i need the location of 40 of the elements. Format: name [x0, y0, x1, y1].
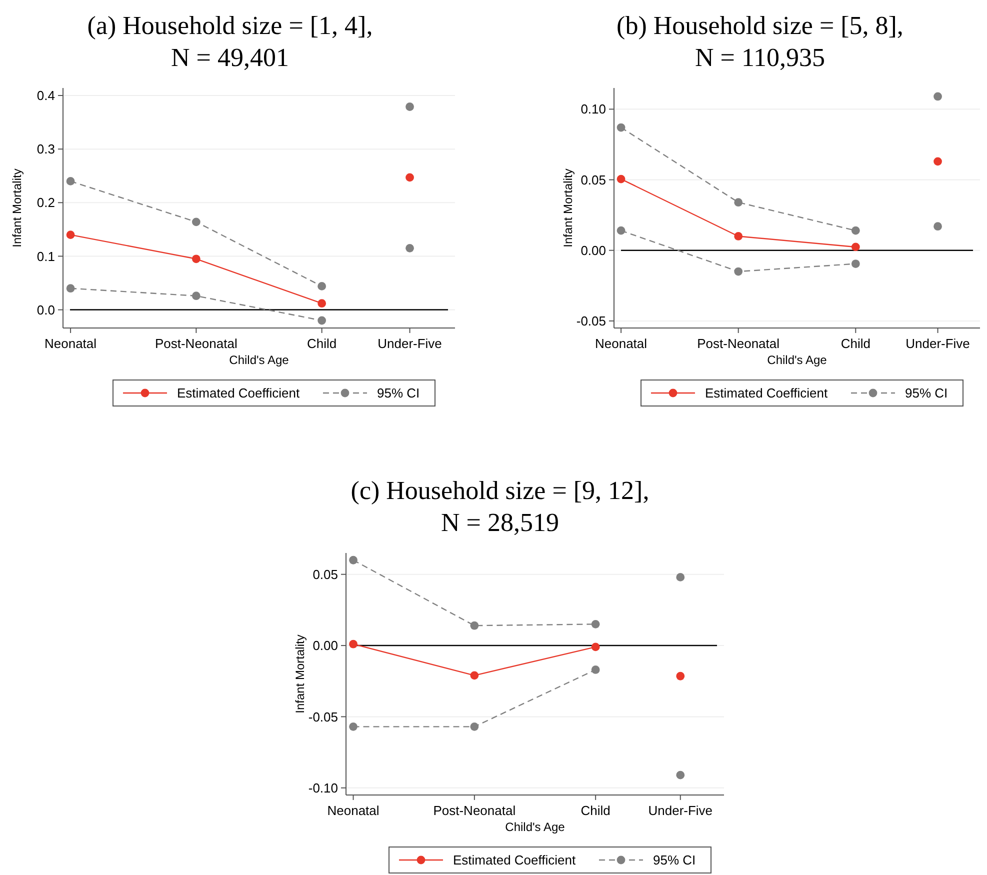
x-tick-label: Under-Five — [906, 336, 970, 351]
y-axis-title: Infant Mortality — [561, 168, 575, 248]
legend-label: 95% CI — [653, 852, 696, 868]
x-tick-label: Neonatal — [595, 336, 648, 351]
y-axis-title: Infant Mortality — [10, 168, 24, 248]
x-tick-label: Neonatal — [44, 336, 97, 351]
y-tick-label: -0.10 — [308, 780, 338, 796]
x-axis-title: Child's Age — [767, 353, 828, 367]
y-axis-title: Infant Mortality — [293, 634, 307, 714]
y-tick-label: 0.10 — [580, 102, 606, 117]
chart-title: (c) Household size = [9, 12], N = 28,519 — [350, 476, 650, 537]
x-tick-label: Neonatal — [327, 803, 380, 818]
x-axis-title: Child's Age — [505, 820, 566, 834]
x-tick-label: Child — [580, 803, 610, 818]
y-tick-label: 0.1 — [36, 248, 55, 264]
y-tick-label: 0.3 — [36, 142, 55, 157]
y-tick-label: 0.4 — [36, 88, 55, 104]
chart-title: (b) Household size = [5, 8], N = 110,935 — [616, 11, 904, 72]
y-tick-label: 0.00 — [580, 242, 606, 258]
y-tick-label: -0.05 — [576, 313, 606, 328]
y-tick-label: 0.0 — [36, 302, 55, 318]
y-tick-label: 0.05 — [580, 172, 606, 188]
x-tick-label: Child — [307, 336, 337, 351]
legend-label: 95% CI — [905, 386, 948, 401]
legend-label: 95% CI — [377, 386, 420, 401]
chart-title: (a) Household size = [1, 4], N = 49,401 — [87, 11, 373, 72]
x-tick-label: Child — [840, 336, 870, 351]
y-tick-label: -0.05 — [308, 709, 338, 724]
x-tick-label: Under-Five — [648, 803, 713, 818]
y-tick-label: 0.2 — [36, 195, 55, 210]
legend-label: Estimated Coefficient — [705, 386, 828, 401]
x-tick-label: Under-Five — [378, 336, 442, 351]
x-tick-label: Post-Neonatal — [154, 336, 238, 351]
x-axis-title: Child's Age — [229, 353, 290, 367]
x-tick-label: Post-Neonatal — [697, 336, 780, 351]
x-tick-label: Post-Neonatal — [433, 803, 516, 818]
y-tick-label: 0.00 — [312, 638, 338, 654]
legend-label: Estimated Coefficient — [177, 386, 300, 401]
y-tick-label: 0.05 — [312, 566, 338, 582]
legend-label: Estimated Coefficient — [453, 852, 576, 868]
